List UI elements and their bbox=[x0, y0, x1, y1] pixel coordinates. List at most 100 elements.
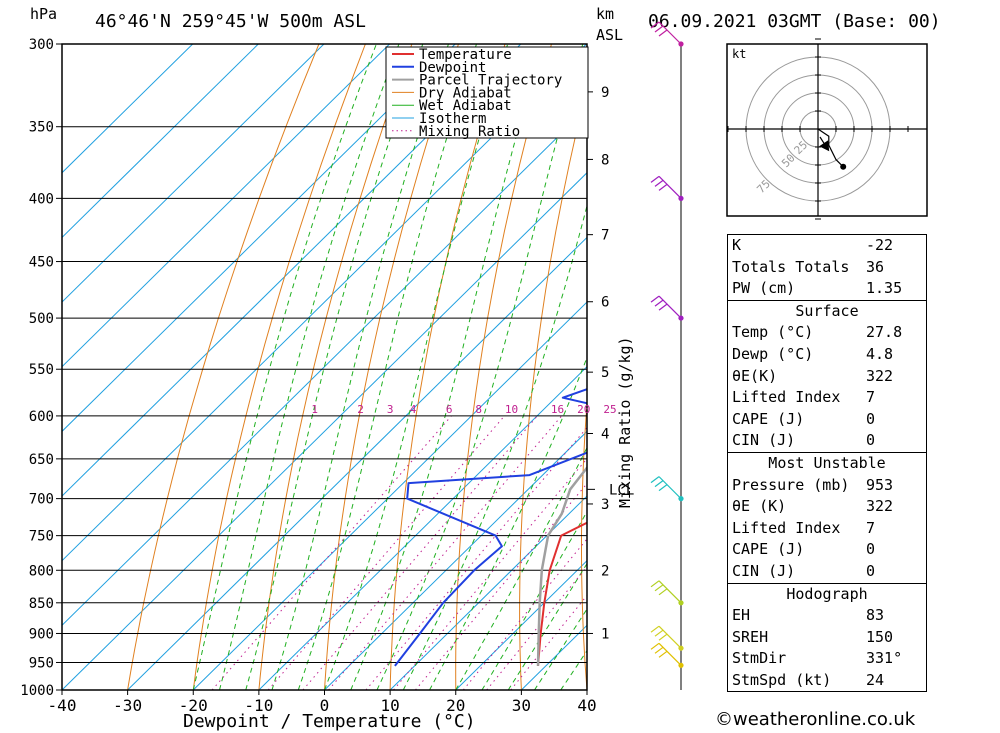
hodograph-table: Hodograph EH 83 SREH 150 StmDir 331° StmSpd (kt… bbox=[727, 582, 927, 693]
wet-adiabat-line bbox=[376, 44, 584, 690]
index-label: Totals Totals bbox=[732, 257, 850, 276]
km-tick-label: 8 bbox=[601, 152, 609, 168]
km-tick-label: 7 bbox=[601, 228, 609, 244]
surface-label: CAPE (J) bbox=[732, 409, 805, 428]
surface-title: Surface bbox=[795, 301, 859, 320]
pressure-tick-label: 900 bbox=[29, 626, 54, 642]
pressure-tick-label: 950 bbox=[29, 655, 54, 671]
wind-barb-flag bbox=[658, 633, 668, 641]
wind-barb-flag bbox=[658, 183, 668, 191]
legend-entry: Dry Adiabat bbox=[419, 85, 512, 101]
km-tick-label: 2 bbox=[601, 563, 609, 579]
hodograph-row: StmSpd (kt) 24 bbox=[728, 670, 926, 692]
most-unstable-value: 0 bbox=[866, 561, 876, 580]
legend-entry: Temperature bbox=[419, 47, 512, 63]
surface-row: Lifted Index 7 bbox=[728, 387, 926, 409]
pressure-tick-label: 400 bbox=[29, 191, 54, 207]
wind-barb-flag bbox=[654, 646, 664, 654]
x-tick-label: -40 bbox=[48, 696, 77, 715]
mixing-ratio-line bbox=[267, 415, 505, 690]
x-tick-label: 40 bbox=[577, 696, 596, 715]
x-tick-label: 30 bbox=[512, 696, 531, 715]
mixing-ratio-label: 6 bbox=[446, 403, 453, 416]
pressure-tick-label: 850 bbox=[29, 596, 54, 612]
index-value: 1.35 bbox=[866, 279, 903, 298]
pressure-tick-label: 800 bbox=[29, 563, 54, 579]
wet-adiabat-line bbox=[429, 356, 587, 690]
hodograph-row: StmDir 331° bbox=[728, 648, 926, 670]
mixing-ratio-label: 4 bbox=[410, 403, 417, 416]
most-unstable-value: 7 bbox=[866, 518, 876, 537]
most-unstable-label: CAPE (J) bbox=[732, 540, 805, 559]
km-tick-label: 9 bbox=[601, 85, 609, 101]
surface-label: CIN (J) bbox=[732, 431, 796, 450]
dry-adiabat-line bbox=[324, 44, 459, 690]
most-unstable-table: Most Unstable Pressure (mb) 953 θE (K) 322 Li… bbox=[727, 451, 927, 583]
x-tick-label: -20 bbox=[179, 696, 208, 715]
surface-value: 7 bbox=[866, 388, 876, 407]
wind-barb-flag bbox=[654, 480, 664, 488]
mixing-ratio-line bbox=[302, 415, 538, 690]
pressure-tick-label: 350 bbox=[29, 120, 54, 136]
index-row: K -22 bbox=[728, 235, 926, 257]
km-tick-label: 1 bbox=[601, 626, 609, 642]
most-unstable-row: θE (K) 322 bbox=[728, 496, 926, 518]
index-label: K bbox=[732, 236, 742, 254]
surface-table: Surface Temp (°C) 27.8 Dewp (°C) 4.8 θE(K) 322… bbox=[727, 299, 927, 452]
wind-barb-flag bbox=[654, 584, 664, 592]
wind-barb-flag bbox=[650, 580, 660, 588]
most-unstable-row: Lifted Index 7 bbox=[728, 518, 926, 540]
dry-adiabat-line bbox=[641, 44, 691, 690]
surface-label: θE(K) bbox=[732, 366, 778, 385]
most-unstable-value: 953 bbox=[866, 475, 894, 494]
hodograph-label: StmSpd (kt) bbox=[732, 670, 832, 689]
wind-barb-flag bbox=[658, 484, 668, 492]
lcl-label: LCL bbox=[609, 482, 634, 498]
legend-entry: Parcel Trajectory bbox=[419, 73, 562, 89]
wind-barb-flag bbox=[654, 179, 664, 187]
dry-adiabat-line bbox=[966, 44, 1000, 690]
wet-adiabat-line bbox=[455, 446, 587, 690]
surface-value: 322 bbox=[866, 366, 894, 385]
km-tick-label: 4 bbox=[601, 427, 609, 443]
isotherm-line bbox=[62, 44, 259, 239]
most-unstable-title: Most Unstable bbox=[768, 453, 886, 472]
surface-row: Dewp (°C) 4.8 bbox=[728, 344, 926, 366]
surface-row: CAPE (J) 0 bbox=[728, 409, 926, 431]
asl-label: ASL bbox=[596, 26, 623, 44]
most-unstable-row: CAPE (J) 0 bbox=[728, 539, 926, 561]
most-unstable-label: Pressure (mb) bbox=[732, 475, 850, 494]
surface-value: 0 bbox=[866, 409, 876, 428]
hodograph-value: 83 bbox=[866, 606, 885, 625]
pressure-tick-label: 550 bbox=[29, 362, 54, 378]
wet-adiabat-line bbox=[350, 44, 544, 690]
index-row: PW (cm) 1.35 bbox=[728, 278, 926, 300]
most-unstable-label: θE (K) bbox=[732, 497, 787, 516]
wet-adiabat-line bbox=[297, 44, 477, 690]
isotherm-line bbox=[62, 172, 587, 690]
x-tick-label: -10 bbox=[244, 696, 273, 715]
hodograph-trace bbox=[817, 128, 844, 168]
surface-label: Lifted Index bbox=[732, 388, 841, 407]
hodograph-value: 150 bbox=[866, 627, 894, 646]
wind-barb-flag bbox=[650, 625, 660, 633]
mixing-ratio-line bbox=[211, 415, 452, 690]
isotherm-line bbox=[62, 44, 325, 303]
mixing-ratio-label: 8 bbox=[475, 403, 482, 416]
wind-barb-flag bbox=[654, 25, 664, 33]
isotherm-line bbox=[62, 44, 194, 174]
index-row: Totals Totals 36 bbox=[728, 257, 926, 279]
isotherm-line bbox=[324, 430, 587, 690]
wet-adiabat-line bbox=[192, 44, 377, 690]
dewpoint-line bbox=[394, 388, 587, 667]
wind-barb-flag bbox=[654, 629, 664, 637]
wind-barb-flag bbox=[654, 299, 664, 307]
x-tick-label: 20 bbox=[446, 696, 465, 715]
isotherm-line bbox=[127, 236, 587, 690]
mixing-ratio-label: 10 bbox=[505, 403, 518, 416]
km-tick-label: 3 bbox=[601, 497, 609, 513]
temperature-line bbox=[537, 521, 587, 666]
dry-adiabat-line bbox=[127, 44, 320, 690]
wet-adiabat-line bbox=[324, 44, 509, 690]
